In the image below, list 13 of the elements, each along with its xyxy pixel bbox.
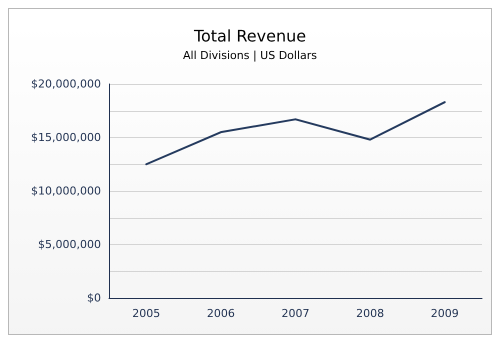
y-tick-label: $10,000,000 xyxy=(31,184,101,198)
y-tick-label: $0 xyxy=(87,292,101,304)
x-tick-label: 2008 xyxy=(356,307,384,320)
line-series xyxy=(145,101,446,166)
x-tick-label: 2005 xyxy=(132,307,160,320)
x-tick-label: 2009 xyxy=(430,307,459,320)
x-tick-label: 2006 xyxy=(206,307,235,320)
chart-subtitle: All Divisions | US Dollars xyxy=(183,49,318,62)
chart-title: Total Revenue xyxy=(192,26,306,46)
x-tick-label: 2007 xyxy=(282,307,310,320)
y-tick-label: $15,000,000 xyxy=(31,131,101,144)
y-tick-label: $5,000,000 xyxy=(38,238,101,251)
y-tick-label: $20,000,000 xyxy=(31,78,101,90)
